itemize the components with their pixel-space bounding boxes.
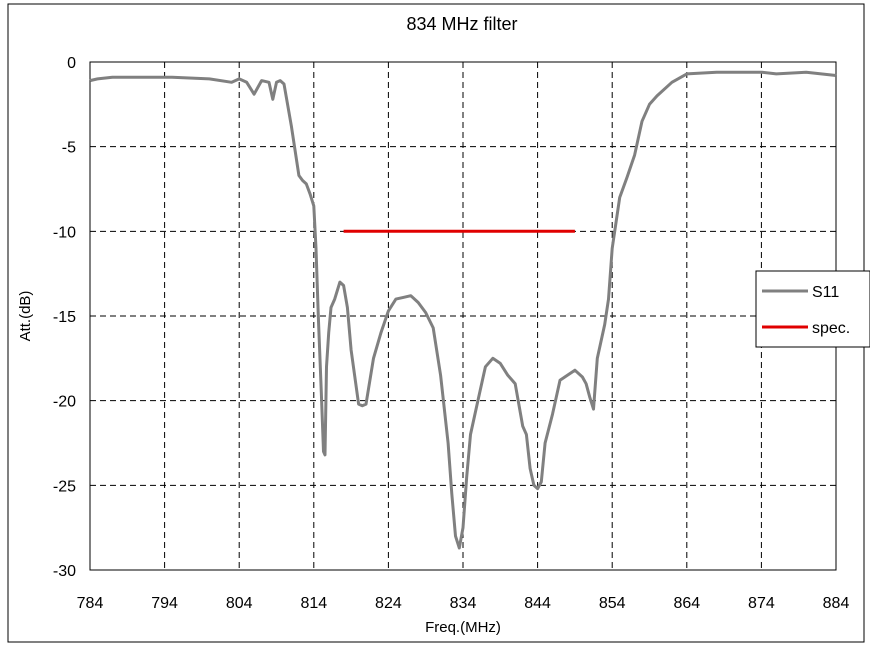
chart-title: 834 MHz filter [406,14,517,34]
x-axis-label: Freq.(MHz) [425,619,501,636]
y-tick-label: -10 [53,224,76,241]
grid [90,62,836,570]
y-tick-labels: 0 -5 -10 -15 -20 -25 -30 [53,55,76,580]
y-tick-label: -25 [53,478,76,495]
y-tick-label: -15 [53,309,76,326]
x-tick-label: 844 [524,595,551,612]
x-tick-label: 814 [300,595,327,612]
x-tick-label: 854 [599,595,626,612]
x-tick-label: 874 [748,595,775,612]
y-tick-label: 0 [67,55,76,72]
series-line-s11 [89,70,837,550]
x-tick-label: 864 [673,595,700,612]
y-tick-label: -20 [53,394,76,411]
series [89,70,837,550]
legend-box [755,270,870,348]
y-axis-label: Att.(dB) [17,291,34,342]
legend: S11 spec. [755,270,870,348]
chart-area-border [7,3,865,643]
legend-label-s11: S11 [812,284,839,301]
x-tick-label: 804 [226,595,253,612]
x-tick-label: 834 [450,595,477,612]
y-tick-label: -30 [53,563,76,580]
x-tick-label: 824 [375,595,402,612]
x-tick-label: 794 [151,595,178,612]
x-tick-label: 784 [77,595,104,612]
y-tick-label: -5 [62,140,76,157]
x-tick-labels: 784 794 804 814 824 834 844 854 864 874 884 [77,595,850,612]
x-tick-label: 884 [823,595,850,612]
legend-label-spec: spec. [812,320,850,337]
